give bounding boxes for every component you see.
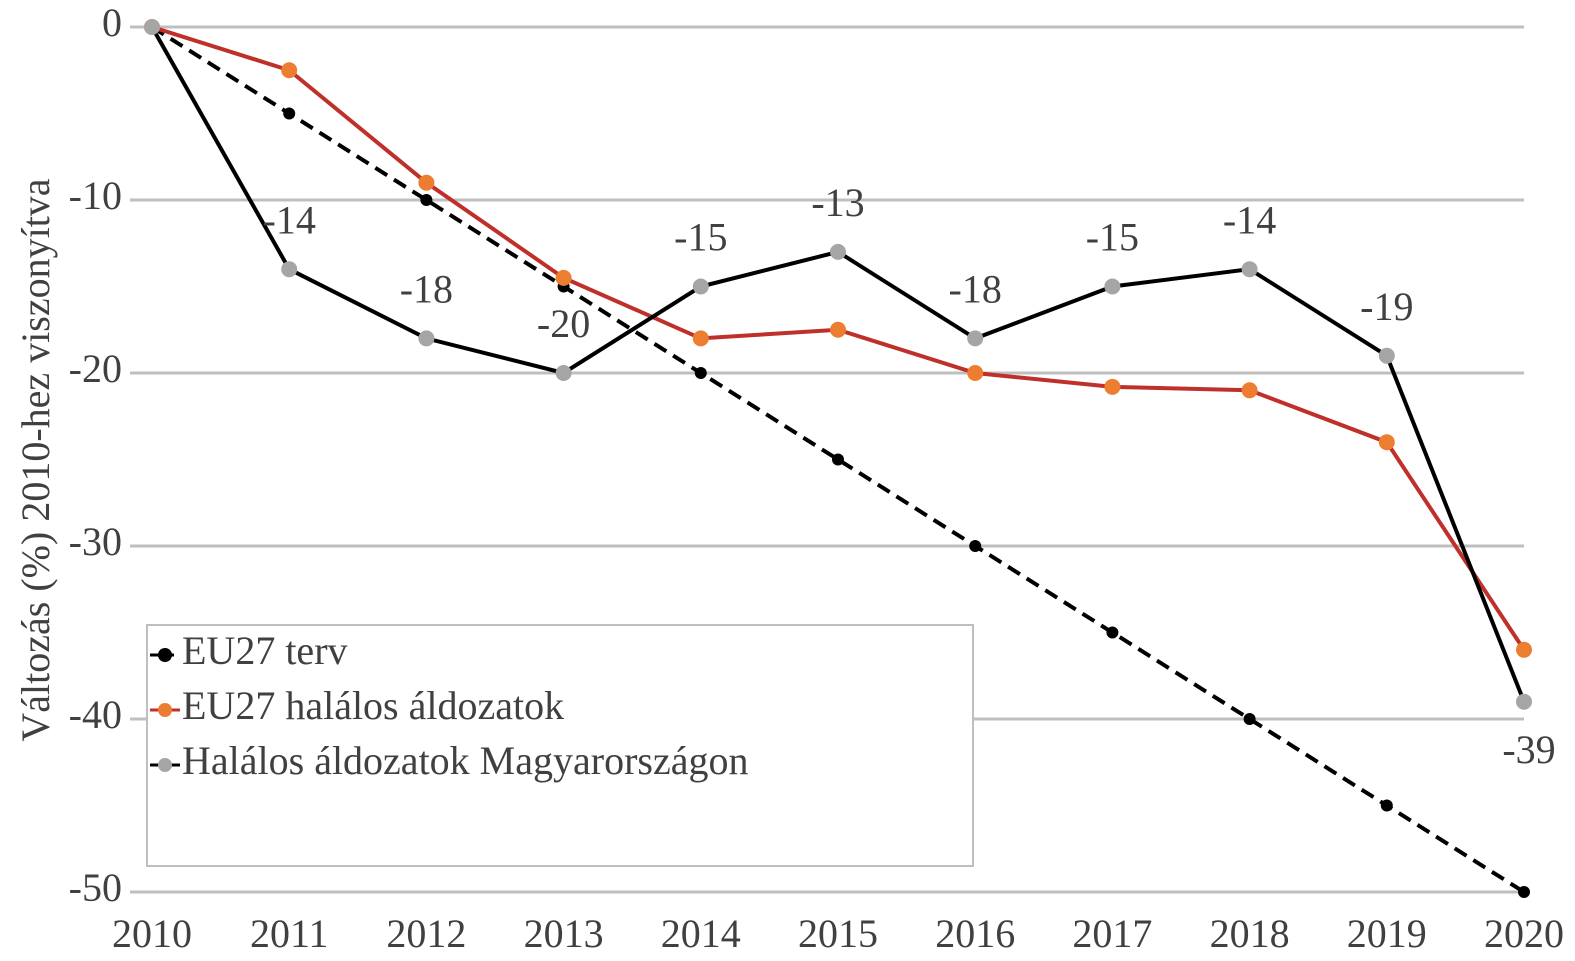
data-point: [694, 367, 707, 379]
x-tick-label: 2013: [524, 911, 604, 956]
data-point: [418, 174, 435, 191]
y-tick-label: -20: [69, 346, 122, 391]
legend-swatch-marker: [158, 703, 172, 717]
data-point: [281, 62, 298, 79]
x-tick-label: 2011: [250, 911, 329, 956]
x-tick-label: 2012: [386, 911, 466, 956]
data-point: [830, 243, 846, 260]
legend-swatch-marker: [158, 758, 172, 772]
y-tick-label: -40: [69, 692, 122, 737]
x-tick-label: 2018: [1210, 911, 1290, 956]
data-point: [281, 261, 298, 278]
legend-label: Halálos áldozatok Magyarországon: [182, 738, 748, 783]
data-point: [967, 365, 984, 381]
x-tick-label: 2016: [935, 911, 1015, 956]
data-point: [692, 278, 709, 295]
data-point: [1378, 347, 1395, 364]
data-label: -15: [674, 215, 727, 260]
data-label: -18: [400, 267, 453, 312]
y-tick-label: -10: [69, 173, 122, 218]
data-point: [420, 194, 433, 206]
legend-box: [146, 624, 974, 867]
data-label: -14: [1223, 197, 1276, 242]
data-label: -15: [1086, 215, 1139, 260]
data-point: [692, 330, 709, 347]
data-point: [418, 330, 435, 347]
series-line: [151, 25, 1526, 651]
data-label: -18: [949, 267, 1002, 312]
data-label: -19: [1360, 284, 1413, 329]
x-tick-label: 2020: [1484, 911, 1564, 956]
data-point: [1516, 693, 1532, 710]
y-tick-label: -50: [69, 865, 122, 910]
data-point: [1516, 641, 1532, 658]
data-point: [830, 321, 846, 338]
y-axis-label: Változás (%) 2010-hez viszonyítva: [13, 178, 58, 741]
x-tick-label: 2015: [798, 911, 878, 956]
x-tick-label: 2017: [1072, 911, 1152, 956]
data-point: [555, 269, 572, 286]
data-label: -14: [263, 197, 316, 242]
y-tick-label: 0: [102, 0, 122, 45]
data-point: [1380, 799, 1393, 812]
data-point: [1104, 378, 1121, 395]
legend-label: EU27 terv: [182, 628, 348, 673]
data-point: [1243, 713, 1256, 725]
legend: EU27 terv EU27 halálos áldozatok Halálos á…: [146, 624, 974, 867]
data-point: [1106, 626, 1119, 639]
y-tick-label: -30: [69, 519, 122, 564]
legend-label: EU27 halálos áldozatok: [182, 683, 564, 728]
data-point: [555, 365, 572, 381]
data-point: [1241, 261, 1258, 278]
data-point: [967, 330, 984, 347]
legend-swatch-marker: [158, 648, 172, 662]
data-label: -20: [537, 301, 590, 346]
x-tick-label: 2010: [112, 911, 192, 956]
data-label: -13: [811, 180, 864, 225]
series-line: [150, 25, 1526, 894]
data-point: [1518, 886, 1530, 898]
x-tick-label: 2014: [661, 911, 741, 956]
x-tick-label: 2019: [1347, 911, 1427, 956]
data-point: [283, 107, 296, 120]
data-point: [832, 453, 844, 466]
data-point: [969, 540, 982, 552]
data-point: [144, 19, 160, 35]
data-label: -39: [1502, 727, 1555, 772]
data-point: [1104, 278, 1121, 295]
data-point: [1378, 434, 1395, 451]
data-point: [1241, 382, 1258, 399]
